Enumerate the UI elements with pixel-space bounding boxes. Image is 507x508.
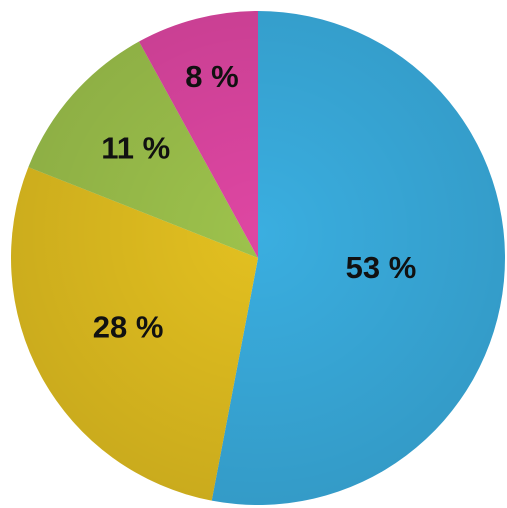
chart: 53 % 28 % 11 % 8 % [0,0,507,508]
pie [11,11,505,505]
slice-label: 11 % [101,130,170,165]
slice-label: 28 % [93,310,164,345]
slice-label: 8 % [185,59,238,94]
slice-label: 53 % [346,250,417,285]
